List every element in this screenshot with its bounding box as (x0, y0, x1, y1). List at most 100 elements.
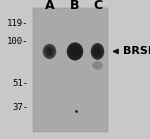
Point (73, 24, 75, 26)
Point (85, 20, 87, 22)
Point (36, 86, 39, 88)
Point (63, 116, 65, 118)
Point (66, 112, 68, 114)
Point (48, 11, 51, 14)
Point (42, 23, 44, 25)
Point (45, 113, 48, 116)
Point (77, 47, 80, 49)
Point (56, 53, 59, 55)
Point (60, 90, 63, 92)
Point (55, 68, 57, 70)
Point (42, 104, 44, 106)
Point (51, 67, 53, 69)
Point (64, 126, 67, 128)
Point (61, 53, 64, 55)
Point (86, 114, 88, 116)
Point (44, 113, 46, 115)
Point (89, 48, 91, 50)
Point (86, 16, 88, 18)
Point (34, 16, 36, 18)
Point (67, 105, 69, 107)
Point (40, 106, 42, 108)
Point (36, 111, 38, 113)
Point (90, 13, 92, 16)
Point (35, 106, 37, 108)
Point (83, 12, 85, 14)
Point (42, 80, 44, 82)
Point (80, 49, 83, 51)
Point (54, 101, 57, 103)
Point (87, 125, 89, 127)
Point (89, 26, 92, 29)
Point (92, 89, 95, 91)
Point (62, 45, 64, 48)
Point (41, 49, 44, 51)
Point (61, 127, 63, 129)
Point (85, 33, 88, 36)
Point (66, 120, 69, 122)
Text: 37-: 37- (12, 103, 28, 111)
Point (103, 79, 106, 82)
Point (46, 69, 48, 71)
Point (61, 70, 63, 72)
Point (75, 21, 77, 23)
Point (50, 75, 52, 77)
Point (52, 122, 55, 125)
Point (98, 49, 101, 52)
Point (66, 27, 68, 29)
Point (45, 83, 48, 85)
Point (41, 9, 43, 11)
Point (48, 38, 50, 40)
Point (65, 39, 68, 41)
Point (76, 100, 79, 102)
Point (39, 11, 41, 14)
Point (100, 87, 103, 89)
Point (52, 43, 54, 46)
Point (66, 67, 68, 70)
Point (57, 85, 60, 87)
Point (102, 119, 105, 121)
Point (45, 95, 48, 97)
Point (79, 125, 81, 127)
Point (101, 42, 104, 44)
Point (102, 55, 105, 58)
Point (98, 29, 100, 31)
Point (83, 32, 86, 34)
Point (73, 76, 75, 78)
Point (100, 44, 102, 47)
Point (97, 121, 100, 123)
Point (61, 66, 64, 68)
Point (35, 24, 38, 26)
Point (33, 72, 36, 74)
Point (50, 96, 52, 99)
Point (90, 17, 93, 19)
Point (43, 95, 45, 97)
Point (70, 30, 73, 32)
Point (81, 29, 83, 32)
Point (57, 35, 59, 38)
Point (81, 66, 83, 68)
Point (47, 128, 49, 130)
Point (103, 40, 106, 43)
Point (94, 21, 97, 24)
Point (44, 91, 47, 93)
Point (91, 122, 94, 124)
Point (63, 83, 65, 85)
Point (68, 54, 71, 57)
Point (53, 107, 56, 110)
Point (34, 21, 36, 23)
Point (105, 38, 107, 40)
Point (34, 103, 36, 105)
Point (45, 124, 48, 126)
Point (85, 90, 87, 92)
Point (99, 22, 101, 25)
Point (69, 50, 71, 52)
Point (59, 28, 61, 30)
Point (84, 81, 87, 83)
Point (45, 24, 47, 26)
Point (102, 99, 104, 101)
Point (87, 101, 89, 104)
Point (83, 117, 86, 119)
Point (55, 14, 57, 16)
Point (40, 36, 43, 39)
